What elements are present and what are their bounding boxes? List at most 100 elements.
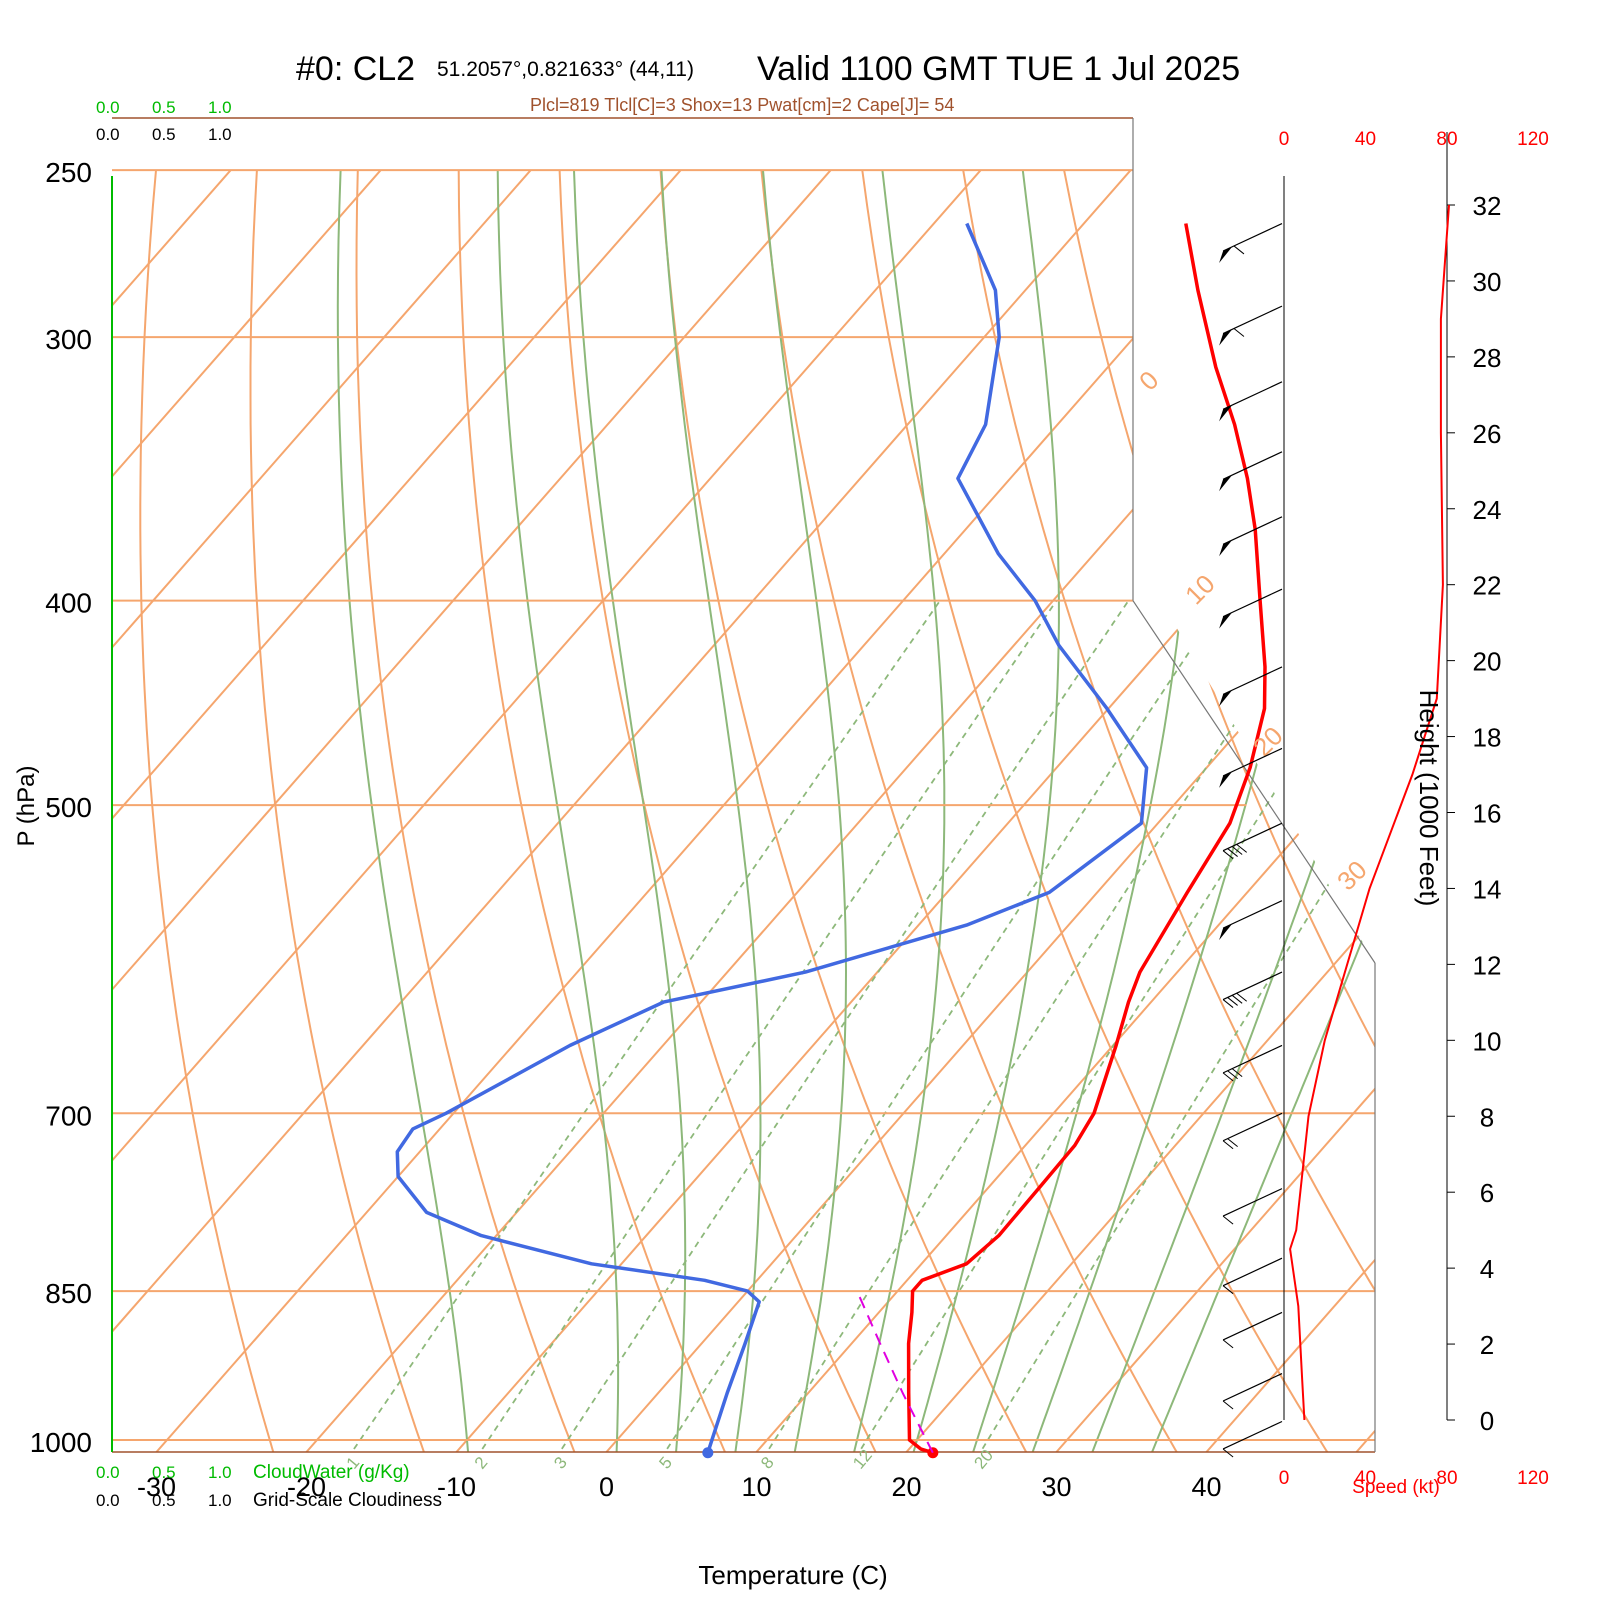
cloud-water-tick-0: 0.0	[96, 98, 120, 117]
isotherm-line	[112, 169, 382, 1452]
wind-barb-feather	[1227, 1070, 1238, 1080]
wind-barb-staff	[1222, 747, 1283, 777]
isotherm-line	[427, 169, 1375, 1452]
moist-adiabat-line	[1137, 169, 1375, 1452]
wind-barb-staff	[1222, 666, 1283, 695]
wind-barb-flag	[1219, 246, 1233, 263]
height-tick-label: 22	[1473, 571, 1502, 601]
y-axis-title: P (hPa)	[13, 766, 40, 847]
cloudiness-tick-0: 0.0	[96, 125, 120, 144]
isotherm-line	[127, 169, 1282, 1452]
wind-barb-feather	[1222, 1140, 1234, 1150]
wind-barb-feather	[1222, 999, 1234, 1008]
temperature-tick-label: -20	[287, 1472, 326, 1502]
height-tick-label: 24	[1473, 495, 1502, 525]
wind-barb-feather	[1222, 1448, 1234, 1458]
mixing-ratio-line	[346, 600, 941, 1452]
cloudiness-tick-1: 0.5	[152, 125, 176, 144]
dry-adiabat-line	[558, 170, 893, 1452]
isobar-grid	[112, 169, 1375, 1441]
wind-barb-feather	[1222, 1400, 1234, 1410]
isotherm-line	[577, 169, 1375, 1452]
isotherm-line	[1027, 169, 1375, 1452]
mixing-ratio-line	[660, 600, 1225, 1452]
height-tick-label: 12	[1473, 950, 1502, 980]
isotherm-line	[112, 169, 832, 1452]
wind-barb-feather	[1222, 1339, 1234, 1349]
wind-barb-flag	[1219, 475, 1233, 492]
cloud-water-tick-1-bottom: 0.5	[152, 1463, 176, 1482]
moist-adiabat-line	[496, 170, 620, 1452]
speed-axis-title: Speed (kt)	[1352, 1477, 1440, 1498]
wind-barb-staff	[1222, 1188, 1283, 1217]
dry-adiabat-grid	[139, 169, 1600, 1485]
moist-adiabat-line	[961, 170, 1195, 1452]
surface-dewpoint-marker	[702, 1447, 714, 1459]
mixing-ratio-grid	[346, 600, 1375, 1452]
mixing-ratio-line	[555, 600, 1130, 1452]
cloudiness-tick-0-bottom: 0.0	[96, 1491, 120, 1510]
valid-time: Valid 1100 GMT TUE 1 Jul 2025	[757, 50, 1240, 88]
wind-barb-staff	[1222, 1112, 1283, 1142]
wind-barb-flag	[1219, 771, 1233, 788]
x-axis-title: Temperature (C)	[698, 1560, 887, 1590]
wind-barb-feather	[1227, 997, 1238, 1006]
pressure-tick-label: 500	[45, 792, 92, 823]
dry-adiabat-line	[962, 170, 1375, 1452]
temperature-tick-label: 0	[599, 1472, 614, 1502]
wind-barb-feather	[1231, 846, 1243, 855]
height-tick-label: 30	[1473, 267, 1502, 297]
cloud-water-tick-1: 0.5	[152, 98, 176, 117]
wind-speed-profile	[1289, 204, 1450, 1421]
height-tick-label: 16	[1473, 799, 1502, 829]
mixing-ratio-line	[854, 600, 1375, 1452]
height-tick-label: 2	[1480, 1330, 1494, 1360]
wind-barb-staff	[1222, 822, 1283, 852]
cloudiness-label: Grid-Scale Cloudiness	[253, 1490, 442, 1511]
height-tick-label: 6	[1480, 1178, 1494, 1208]
pressure-tick-label: 850	[45, 1278, 92, 1309]
dry-adiabat-line	[249, 170, 437, 1452]
speed-tick-label-bottom: 120	[1517, 1468, 1549, 1489]
moist-adiabat-line	[1078, 170, 1375, 1452]
isotherm-label-right: 10	[1179, 569, 1221, 611]
profile-temperature	[906, 223, 1267, 1455]
wind-barb-staff	[1222, 222, 1283, 252]
wind-barb-flag	[1219, 690, 1233, 707]
wind-barb-feather	[1233, 328, 1245, 337]
cloudiness-tick-2-bottom: 1.0	[208, 1491, 232, 1510]
wind-barb-flag	[1219, 923, 1233, 941]
station-title: #0: CL2	[296, 50, 415, 88]
pressure-tick-label: 1000	[30, 1427, 92, 1458]
moist-adiabat-line	[573, 170, 687, 1452]
wind-barb-staff	[1222, 305, 1283, 335]
wind-barb-feather	[1231, 1068, 1243, 1078]
wind-barb-staff	[1222, 971, 1283, 1001]
temperature-tick-label: 30	[1041, 1472, 1071, 1502]
speed-tick-label-bottom: 40	[1355, 1468, 1376, 1489]
isotherm-grid	[112, 169, 1375, 1452]
dry-adiabat-line	[139, 170, 285, 1452]
dry-adiabat-line	[1569, 170, 1600, 1485]
isotherm-line	[1327, 169, 1375, 1452]
wind-barb-feather	[1236, 843, 1247, 853]
moist-adiabat-line	[845, 170, 946, 1452]
moist-adiabat-line	[903, 170, 1060, 1452]
moist-adiabat-line	[1020, 170, 1355, 1452]
wind-barb-feather	[1233, 245, 1245, 255]
moist-adiabat-line	[336, 170, 472, 1452]
station-location: 51.2057°,0.821633° (44,11)	[437, 58, 694, 81]
mixing-ratio-label: 12	[849, 1446, 876, 1473]
dry-adiabat-line	[355, 170, 589, 1452]
profile-dewpoint	[395, 222, 1149, 1454]
speed-tick-label-top: 40	[1355, 129, 1376, 150]
wind-barb-feather	[1222, 1072, 1234, 1082]
mixing-ratio-label: 8	[757, 1453, 778, 1472]
wind-speed-panel: 0246810121416182022242628303200404080801…	[1279, 129, 1549, 1489]
wind-barb-staff	[1222, 1372, 1283, 1402]
temperature-tick-label: -30	[137, 1472, 176, 1502]
speed-tick-label-top: 80	[1436, 129, 1457, 150]
dry-adiabat-line	[659, 170, 1045, 1452]
wind-barb-flag	[1219, 540, 1233, 557]
wind-barb-feather	[1231, 994, 1243, 1004]
